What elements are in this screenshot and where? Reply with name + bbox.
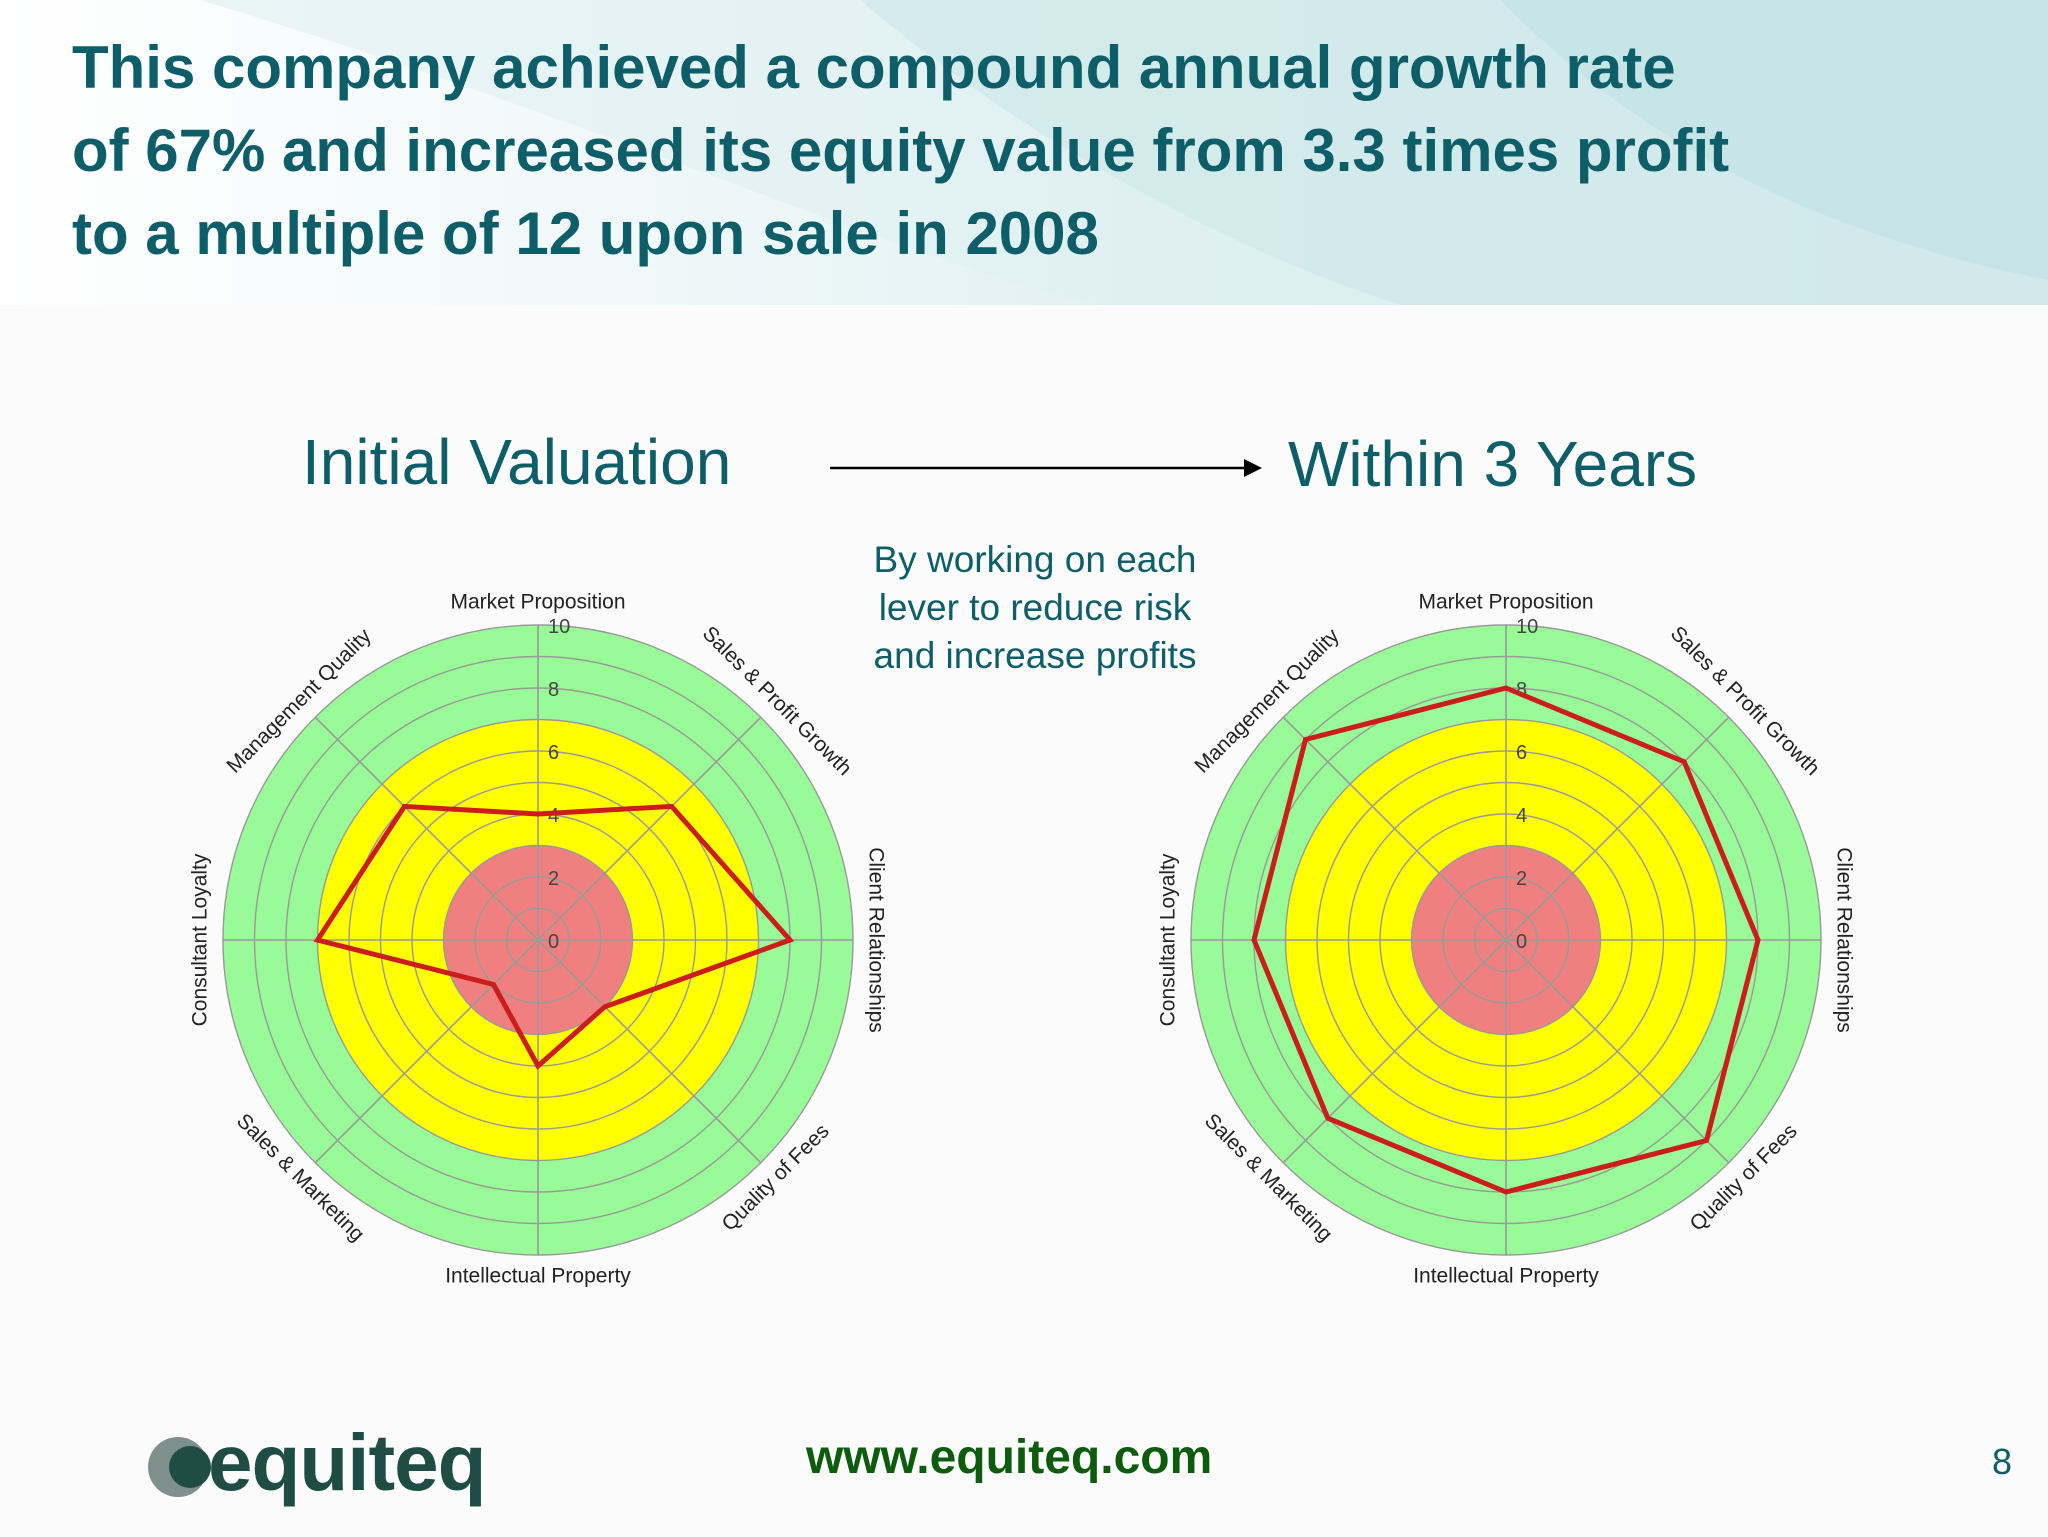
- tick-label: 10: [1516, 616, 1538, 638]
- axis-spoke: [1282, 716, 1507, 941]
- tick-label: 6: [548, 742, 559, 764]
- category-label: Market Proposition: [450, 591, 625, 614]
- category-label: Client Relationships: [1832, 847, 1855, 1033]
- axis-spoke: [537, 939, 762, 1164]
- lever-note: By working on each lever to reduce risk …: [873, 539, 1197, 676]
- tick-label: 2: [548, 868, 559, 890]
- header-background: [0, 0, 2048, 305]
- website-link[interactable]: www.equiteq.com: [806, 1431, 1213, 1484]
- axis-spoke: [314, 939, 539, 1164]
- category-label: Consultant Loyalty: [1157, 853, 1180, 1026]
- within-3-years-heading: Within 3 Years: [1288, 428, 1698, 500]
- tick-label: 2: [1516, 868, 1527, 890]
- equiteq-logo: equiteq: [146, 1418, 486, 1510]
- axis-spoke: [1505, 716, 1730, 941]
- series-line: [1251, 685, 1761, 1195]
- arrow-icon: [830, 459, 1262, 477]
- logo-mark-icon: [148, 1437, 211, 1497]
- axis-spoke: [537, 716, 762, 941]
- series-line: [313, 803, 795, 1070]
- axis-spoke: [1505, 939, 1730, 1164]
- category-label: Intellectual Property: [445, 1265, 631, 1288]
- category-label: Market Proposition: [1418, 591, 1593, 614]
- tick-label: 4: [1516, 805, 1527, 827]
- logo-text: equiteq: [208, 1418, 486, 1507]
- axis-spoke: [314, 716, 539, 941]
- page-number: 8: [1991, 1441, 2012, 1482]
- category-label: Client Relationships: [864, 847, 887, 1033]
- tick-label: 0: [1516, 931, 1527, 953]
- category-label: Intellectual Property: [1413, 1265, 1599, 1288]
- category-label: Consultant Loyalty: [189, 853, 212, 1026]
- tick-label: 0: [548, 931, 559, 953]
- tick-label: 8: [1516, 679, 1527, 701]
- tick-label: 10: [548, 616, 570, 638]
- tick-label: 6: [1516, 742, 1527, 764]
- tick-label: 8: [548, 679, 559, 701]
- initial-valuation-heading: Initial Valuation: [302, 426, 732, 498]
- tick-label: 4: [548, 805, 559, 827]
- slide-title: This company achieved a compound annual …: [72, 34, 1730, 267]
- axis-spoke: [1282, 939, 1507, 1164]
